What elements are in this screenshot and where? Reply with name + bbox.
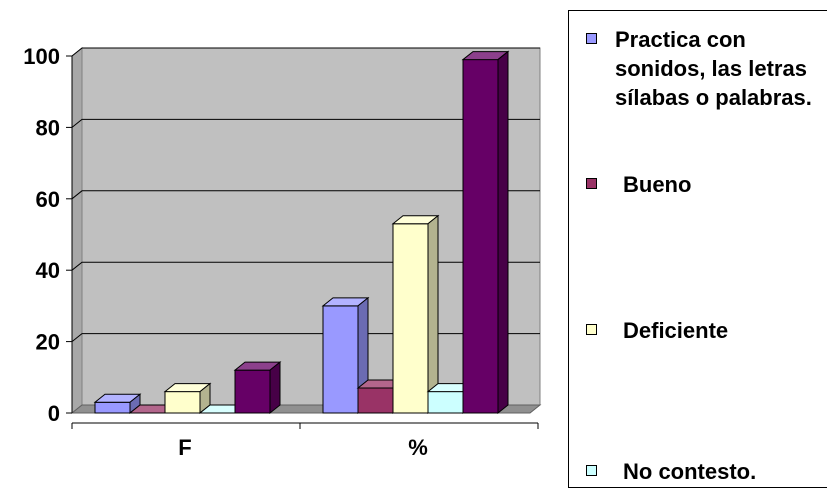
bar xyxy=(233,361,282,415)
bar xyxy=(321,296,370,415)
gridline xyxy=(71,190,540,200)
y-tick-label: 40 xyxy=(36,258,60,283)
legend-label-practica: Practica con sonidos, las letras sílabas… xyxy=(615,27,812,110)
legend-swatch-no-contesto xyxy=(586,465,597,476)
legend-swatch-practica xyxy=(586,33,597,44)
bar-side xyxy=(269,361,281,415)
bar-front xyxy=(322,305,359,414)
bar-front xyxy=(164,391,201,414)
bar-front xyxy=(357,387,394,414)
legend: Practica con sonidos, las letras sílabas… xyxy=(568,10,827,488)
y-tick-label: 60 xyxy=(36,187,60,212)
bar-side xyxy=(497,50,509,415)
bar xyxy=(391,214,440,415)
y-tick-label: 20 xyxy=(36,330,60,355)
bar-front xyxy=(94,401,131,414)
x-tick-label: % xyxy=(408,435,428,460)
bar-front xyxy=(462,59,499,414)
plot-side-wall xyxy=(71,46,83,415)
gridline xyxy=(71,333,540,342)
x-tick-label: F xyxy=(178,435,191,460)
gridline xyxy=(71,118,540,128)
bar-side xyxy=(427,214,439,415)
gridline xyxy=(71,261,540,271)
gridline xyxy=(71,47,540,57)
bar xyxy=(461,50,510,415)
legend-label-no-contesto: No contesto. xyxy=(623,459,757,484)
bar xyxy=(163,382,212,415)
y-tick-label: 100 xyxy=(23,44,60,69)
legend-label-deficiente: Deficiente xyxy=(623,318,729,343)
bar-front xyxy=(234,369,271,414)
bar-front xyxy=(427,391,464,414)
bar xyxy=(93,393,142,415)
bar-front xyxy=(392,223,429,414)
y-tick-label: 80 xyxy=(36,115,60,140)
legend-label-bueno: Bueno xyxy=(623,172,692,197)
legend-swatch-deficiente xyxy=(586,324,597,335)
legend-swatch-bueno xyxy=(586,178,597,189)
bar-chart: 0 20 40 60 80 100 F% xyxy=(23,44,542,460)
y-tick-label: 0 xyxy=(48,401,60,426)
